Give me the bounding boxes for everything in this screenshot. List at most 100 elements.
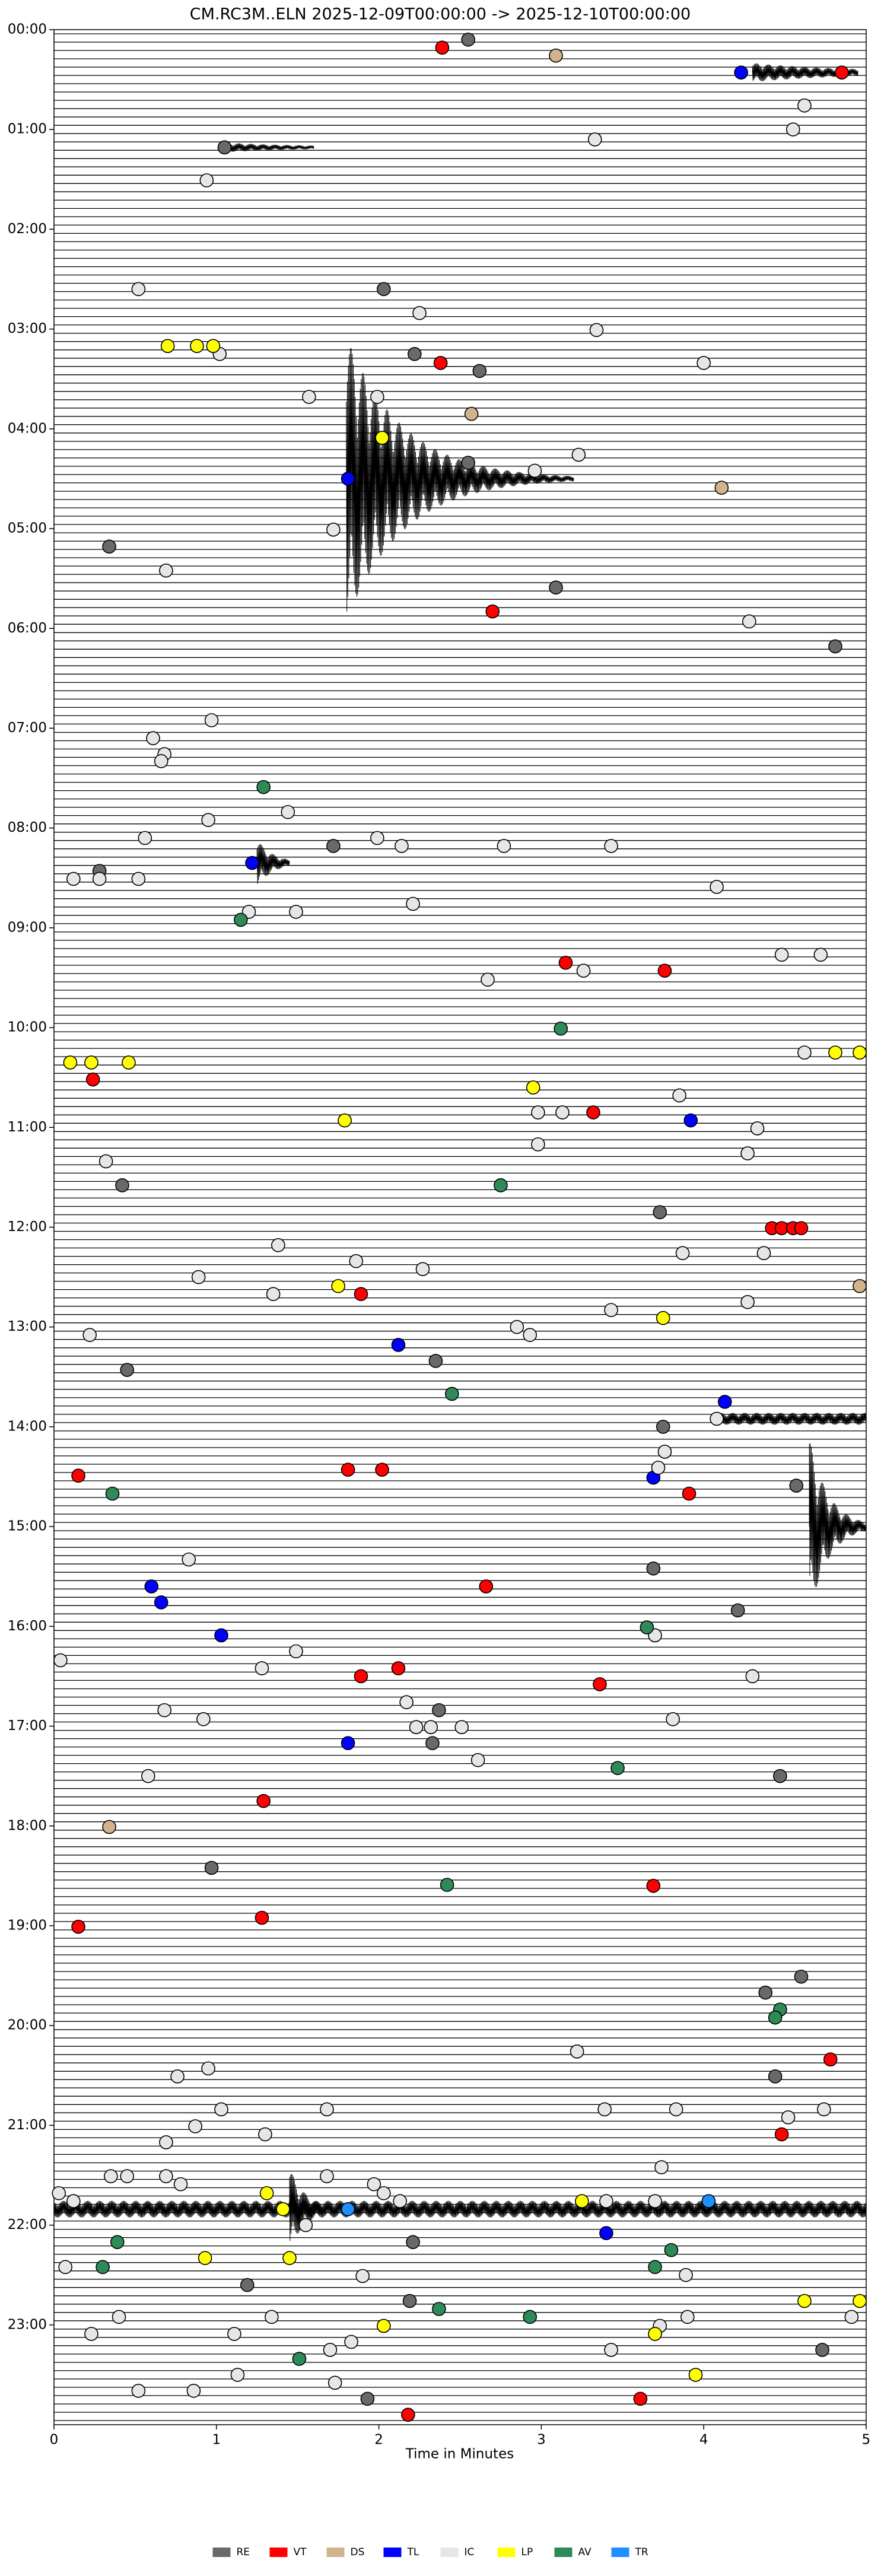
event-marker (575, 2194, 589, 2209)
event-marker (794, 1221, 809, 1235)
event-marker (85, 1072, 100, 1087)
event-marker (461, 33, 475, 47)
event-marker (198, 2251, 212, 2265)
event-marker (341, 1462, 355, 1477)
event-marker (789, 1478, 804, 1493)
y-tick-label: 05:00 (8, 521, 47, 536)
event-marker (377, 2319, 391, 2333)
event-marker (354, 1287, 368, 1301)
event-marker (593, 1677, 607, 1691)
trace-lines (53, 33, 867, 2421)
event-marker (485, 604, 500, 619)
event-marker (785, 122, 800, 137)
event-marker (186, 2384, 201, 2398)
event-marker (853, 1045, 867, 1060)
legend-label: TR (635, 2546, 648, 2558)
event-marker (258, 2127, 272, 2142)
event-marker (395, 839, 409, 853)
event-marker (115, 1178, 129, 1192)
event-marker (494, 1178, 508, 1192)
event-marker (160, 339, 175, 354)
event-marker (853, 2294, 867, 2308)
event-marker (341, 472, 355, 486)
event-marker (570, 2044, 584, 2059)
event-marker (730, 1603, 745, 1618)
event-marker (406, 2235, 420, 2249)
event-marker (470, 1753, 485, 1767)
event-marker (120, 1363, 135, 1377)
y-tick-label: 00:00 (8, 22, 47, 37)
event-marker (112, 2310, 126, 2324)
event-marker (282, 2251, 297, 2265)
event-marker (188, 2119, 203, 2133)
x-tick-label: 1 (212, 2432, 221, 2448)
event-marker (696, 356, 711, 370)
event-marker (138, 831, 152, 845)
event-marker (265, 2310, 279, 2324)
event-marker (604, 2343, 618, 2357)
x-tick-label: 5 (862, 2432, 871, 2448)
event-marker (774, 2127, 789, 2142)
event-marker (497, 839, 511, 853)
x-tick-label: 3 (537, 2432, 546, 2448)
event-marker (742, 614, 756, 629)
event-marker (688, 2368, 703, 2382)
event-marker (549, 48, 563, 63)
x-tick-label: 4 (699, 2432, 708, 2448)
event-marker (131, 872, 146, 886)
event-marker (828, 639, 842, 654)
event-marker (234, 912, 248, 927)
event-marker (672, 1088, 686, 1103)
y-tick-label: 13:00 (8, 1319, 47, 1334)
event-marker (289, 1644, 303, 1659)
legend-swatch (554, 2548, 573, 2557)
event-marker (105, 1486, 120, 1501)
event-marker (773, 1769, 787, 1783)
event-marker (214, 2102, 228, 2117)
event-marker (98, 1154, 113, 1169)
event-marker (71, 1468, 85, 1483)
y-tick-label: 04:00 (8, 421, 47, 436)
event-marker (227, 2327, 241, 2341)
event-marker (240, 2278, 255, 2292)
event-marker (146, 731, 160, 746)
event-marker (341, 1736, 355, 1750)
event-marker (523, 1328, 537, 1342)
event-marker (461, 456, 475, 470)
event-marker (604, 839, 618, 853)
event-marker (104, 2169, 118, 2183)
event-marker (424, 1720, 438, 1735)
event-marker (646, 1878, 661, 1893)
legend-label: RE (237, 2546, 250, 2558)
event-marker (391, 1661, 406, 1675)
y-tick-label: 07:00 (8, 720, 47, 736)
event-marker (52, 2186, 66, 2200)
y-tick-label: 23:00 (8, 2317, 47, 2332)
event-marker (230, 2368, 245, 2382)
event-marker (355, 2269, 370, 2284)
event-marker (173, 2177, 188, 2192)
event-marker (527, 463, 542, 478)
event-marker (190, 339, 204, 354)
event-marker (84, 1055, 98, 1070)
y-tick-label: 01:00 (8, 122, 47, 137)
event-marker (740, 1295, 755, 1309)
event-marker (853, 1279, 867, 1293)
event-marker (256, 780, 271, 794)
plot-frame (53, 29, 867, 2425)
y-tick-label: 20:00 (8, 2018, 47, 2033)
waveform-burst (720, 1413, 867, 1425)
event-marker (599, 2194, 613, 2209)
event-marker (354, 1669, 368, 1684)
event-marker (292, 2352, 307, 2366)
y-tick-label: 08:00 (8, 820, 47, 835)
event-marker (666, 1712, 680, 1726)
event-marker (393, 2194, 407, 2209)
x-tick-label: 2 (374, 2432, 383, 2448)
event-marker (245, 856, 259, 870)
event-marker (102, 539, 116, 554)
event-marker (157, 1703, 171, 1718)
event-marker (797, 2294, 812, 2308)
event-marker (266, 1287, 281, 1301)
